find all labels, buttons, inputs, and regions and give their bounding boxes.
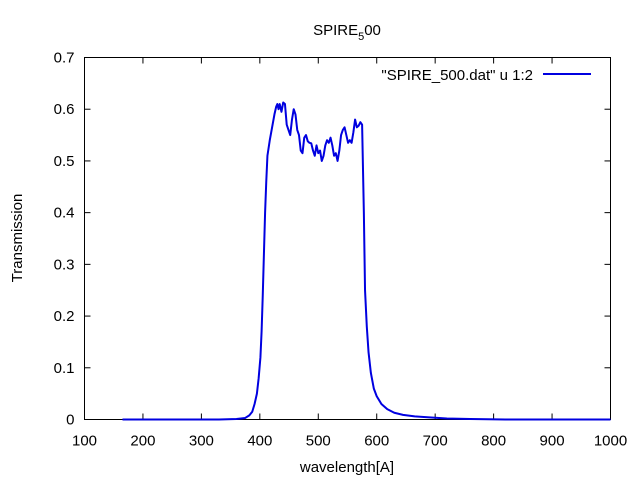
axis-ticks — [84, 57, 611, 420]
legend: "SPIRE_500.dat" u 1:2 — [381, 67, 591, 84]
y-tick-label: 0.6 — [54, 101, 75, 118]
y-tick-label: 0 — [66, 412, 74, 429]
x-tick-label: 500 — [306, 433, 331, 450]
y-tick-label: 0.1 — [54, 360, 75, 377]
y-tick-label: 0.5 — [54, 153, 75, 170]
x-axis-label: wavelength[A] — [299, 459, 394, 476]
y-axis-label: Transmission — [9, 194, 26, 283]
x-tick-label: 600 — [364, 433, 389, 450]
chart-title-main: SPIRE — [313, 22, 358, 39]
y-tick-label: 0.3 — [54, 256, 75, 273]
x-tick-label: 700 — [423, 433, 448, 450]
series-line-spire-500 — [122, 101, 611, 421]
x-tick-label: 1000 — [594, 433, 627, 450]
y-tick-label: 0.4 — [54, 205, 75, 222]
x-tick-label: 400 — [247, 433, 272, 450]
chart-title-suffix: 00 — [364, 22, 381, 39]
y-tick-label: 0.7 — [54, 50, 75, 67]
x-tick-label: 300 — [189, 433, 214, 450]
x-tick-label: 800 — [481, 433, 506, 450]
x-tick-label: 900 — [540, 433, 565, 450]
legend-entry-label: "SPIRE_500.dat" u 1:2 — [381, 67, 533, 84]
chart-title-subscript: 5 — [358, 31, 364, 43]
y-tick-label: 0.2 — [54, 308, 75, 325]
tick-labels: 100 200 300 400 500 600 700 800 900 1000 0 0.1 0.2 0.… — [54, 50, 628, 450]
chart-title: SPIRE500 — [313, 22, 381, 43]
x-tick-label: 200 — [130, 433, 155, 450]
plot-frame — [84, 57, 611, 420]
x-tick-label: 100 — [72, 433, 97, 450]
